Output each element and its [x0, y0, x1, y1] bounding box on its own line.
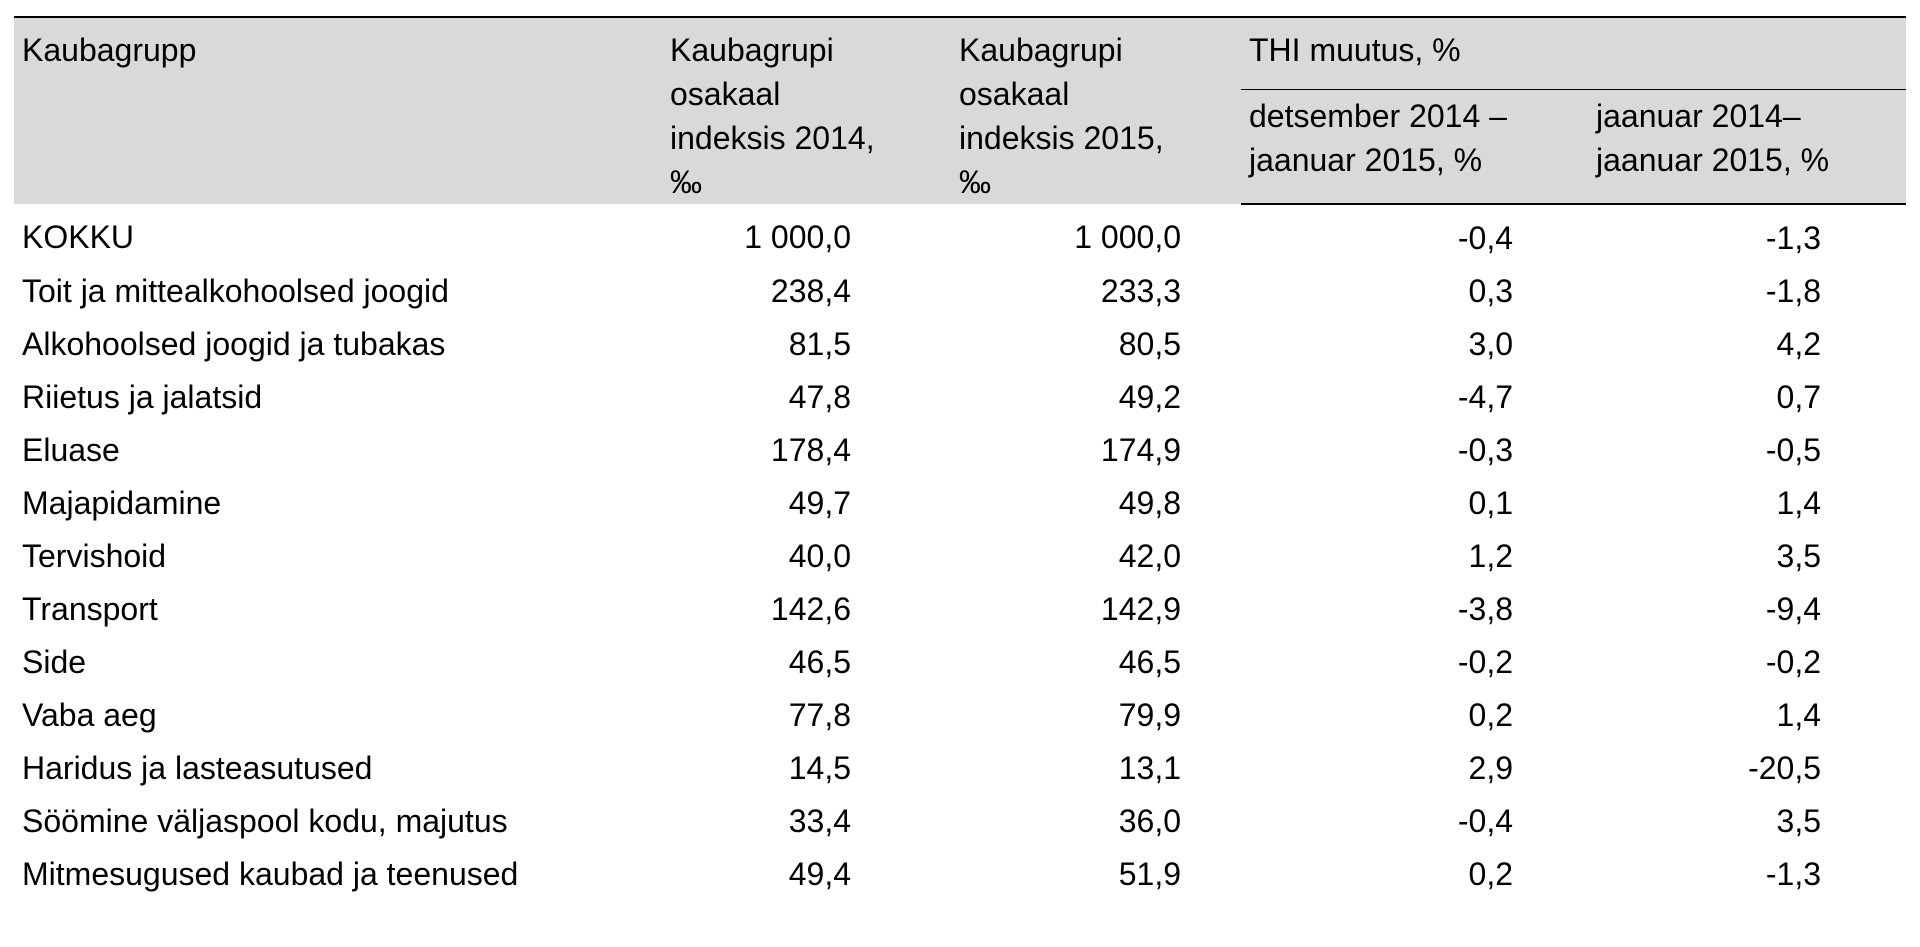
- cell-commodity-group: Haridus ja lasteasutused: [22, 749, 373, 786]
- cell-thi-month: -3,8: [1457, 590, 1513, 627]
- cell-commodity-group: Söömine väljaspool kodu, majutus: [22, 802, 508, 839]
- header-thi-month: detsember 2014 – jaanuar 2015, %: [1241, 89, 1588, 206]
- cell-thi-year: 4,2: [1776, 325, 1822, 362]
- cell-thi-year: 1,4: [1776, 696, 1822, 733]
- cpi-table: Kaubagrupp Kaubagrupi osakaal indeksis 2…: [14, 16, 1907, 900]
- cell-thi-year: -1,3: [1765, 855, 1822, 892]
- cell-share-2015: 174,9: [1100, 431, 1181, 468]
- header-share-2015: Kaubagrupi osakaal indeksis 2015, ‰: [951, 16, 1241, 204]
- cell-thi-year: -9,4: [1765, 590, 1822, 627]
- cell-thi-year: -0,5: [1765, 431, 1822, 468]
- cell-share-2015: 42,0: [1118, 537, 1181, 574]
- cell-thi-year: -1,3: [1765, 219, 1822, 256]
- cell-share-2014: 47,8: [788, 378, 851, 415]
- table-row: Vaba aeg 77,8 79,9 0,2 1,4: [14, 688, 1906, 741]
- cell-commodity-group: Transport: [22, 590, 158, 627]
- cell-share-2015: 80,5: [1118, 325, 1181, 362]
- cell-thi-year: -20,5: [1748, 749, 1822, 786]
- cell-share-2015: 49,2: [1118, 378, 1181, 415]
- cell-thi-month: 0,3: [1468, 272, 1513, 309]
- table-row: Eluase 178,4 174,9 -0,3 -0,5: [14, 423, 1906, 476]
- cell-share-2014: 33,4: [788, 802, 851, 839]
- cell-share-2014: 49,4: [788, 855, 851, 892]
- table-row: Tervishoid 40,0 42,0 1,2 3,5: [14, 529, 1906, 582]
- cell-commodity-group: KOKKU: [22, 219, 135, 255]
- cell-thi-month: 0,2: [1468, 855, 1513, 892]
- table-row: Mitmesugused kaubad ja teenused 49,4 51,9 0…: [14, 847, 1906, 900]
- cell-thi-month: -0,4: [1457, 802, 1513, 839]
- cell-thi-year: -1,8: [1765, 272, 1822, 309]
- cell-commodity-group: Toit ja mittealkohoolsed joogid: [22, 272, 449, 309]
- cell-share-2014: 81,5: [788, 325, 851, 362]
- header-share-2014: Kaubagrupi osakaal indeksis 2014, ‰: [662, 16, 951, 204]
- table-row: Toit ja mittealkohoolsed joogid 238,4 233,…: [14, 264, 1906, 317]
- table-row: Side 46,5 46,5 -0,2 -0,2: [14, 635, 1906, 688]
- cell-thi-year: 3,5: [1776, 802, 1822, 839]
- cell-commodity-group: Vaba aeg: [22, 696, 157, 733]
- cell-share-2015: 13,1: [1118, 749, 1181, 786]
- cell-thi-month: -4,7: [1457, 378, 1513, 415]
- table-row: Riietus ja jalatsid 47,8 49,2 -4,7 0,7: [14, 370, 1906, 423]
- cell-thi-month: -0,3: [1457, 431, 1513, 468]
- cpi-table-container: Kaubagrupp Kaubagrupi osakaal indeksis 2…: [14, 16, 1907, 900]
- table-row: Transport 142,6 142,9 -3,8 -9,4: [14, 582, 1906, 635]
- cell-share-2015: 49,8: [1118, 484, 1181, 521]
- cell-commodity-group: Eluase: [22, 431, 120, 468]
- cell-share-2015: 46,5: [1118, 643, 1181, 680]
- cell-share-2015: 79,9: [1118, 696, 1181, 733]
- cell-commodity-group: Mitmesugused kaubad ja teenused: [22, 855, 519, 892]
- cell-thi-month: 1,2: [1468, 537, 1513, 574]
- cell-thi-year: -0,2: [1765, 643, 1822, 680]
- cell-commodity-group: Tervishoid: [22, 537, 167, 574]
- cell-commodity-group: Majapidamine: [22, 484, 222, 521]
- cell-commodity-group: Riietus ja jalatsid: [22, 378, 263, 415]
- cell-share-2014: 1 000,0: [744, 219, 851, 255]
- cell-share-2015: 233,3: [1100, 272, 1181, 309]
- table-row: Söömine väljaspool kodu, majutus 33,4 36,0…: [14, 794, 1906, 847]
- cell-share-2015: 36,0: [1118, 802, 1181, 839]
- cell-thi-month: 2,9: [1468, 749, 1513, 786]
- table-row: Alkohoolsed joogid ja tubakas 81,5 80,5 3,0…: [14, 317, 1906, 370]
- header-thi-change: THI muutus, %: [1241, 16, 1907, 91]
- cell-thi-year: 1,4: [1776, 484, 1822, 521]
- cell-thi-month: 3,0: [1468, 325, 1513, 362]
- cell-thi-month: -0,2: [1457, 643, 1513, 680]
- cell-share-2014: 142,6: [770, 590, 851, 627]
- cell-share-2015: 1 000,0: [1074, 219, 1181, 255]
- cell-share-2014: 40,0: [788, 537, 851, 574]
- table-row: KOKKU 1 000,0 1 000,0 -0,4 -1,3: [14, 204, 1906, 264]
- cell-share-2015: 51,9: [1118, 855, 1181, 892]
- cell-share-2014: 14,5: [788, 749, 851, 786]
- cell-share-2014: 238,4: [770, 272, 851, 309]
- cell-thi-year: 0,7: [1776, 378, 1822, 415]
- cell-commodity-group: Side: [22, 643, 87, 680]
- table-row: Haridus ja lasteasutused 14,5 13,1 2,9 -20,5: [14, 741, 1906, 794]
- table-body: KOKKU 1 000,0 1 000,0 -0,4 -1,3 Toit ja mitte…: [14, 204, 1906, 900]
- header-commodity-group: Kaubagrupp: [14, 16, 662, 204]
- cell-share-2015: 142,9: [1100, 590, 1181, 627]
- cell-share-2014: 77,8: [788, 696, 851, 733]
- cell-thi-month: 0,2: [1468, 696, 1513, 733]
- cell-share-2014: 49,7: [788, 484, 851, 521]
- cell-thi-year: 3,5: [1776, 537, 1822, 574]
- cell-share-2014: 178,4: [770, 431, 851, 468]
- cell-thi-month: -0,4: [1457, 219, 1513, 256]
- header-thi-year: jaanuar 2014– jaanuar 2015, %: [1588, 89, 1907, 206]
- table-header: Kaubagrupp Kaubagrupi osakaal indeksis 2…: [14, 16, 1907, 206]
- cell-commodity-group: Alkohoolsed joogid ja tubakas: [22, 325, 446, 362]
- cell-thi-month: 0,1: [1468, 484, 1513, 521]
- table-row: Majapidamine 49,7 49,8 0,1 1,4: [14, 476, 1906, 529]
- cell-share-2014: 46,5: [788, 643, 851, 680]
